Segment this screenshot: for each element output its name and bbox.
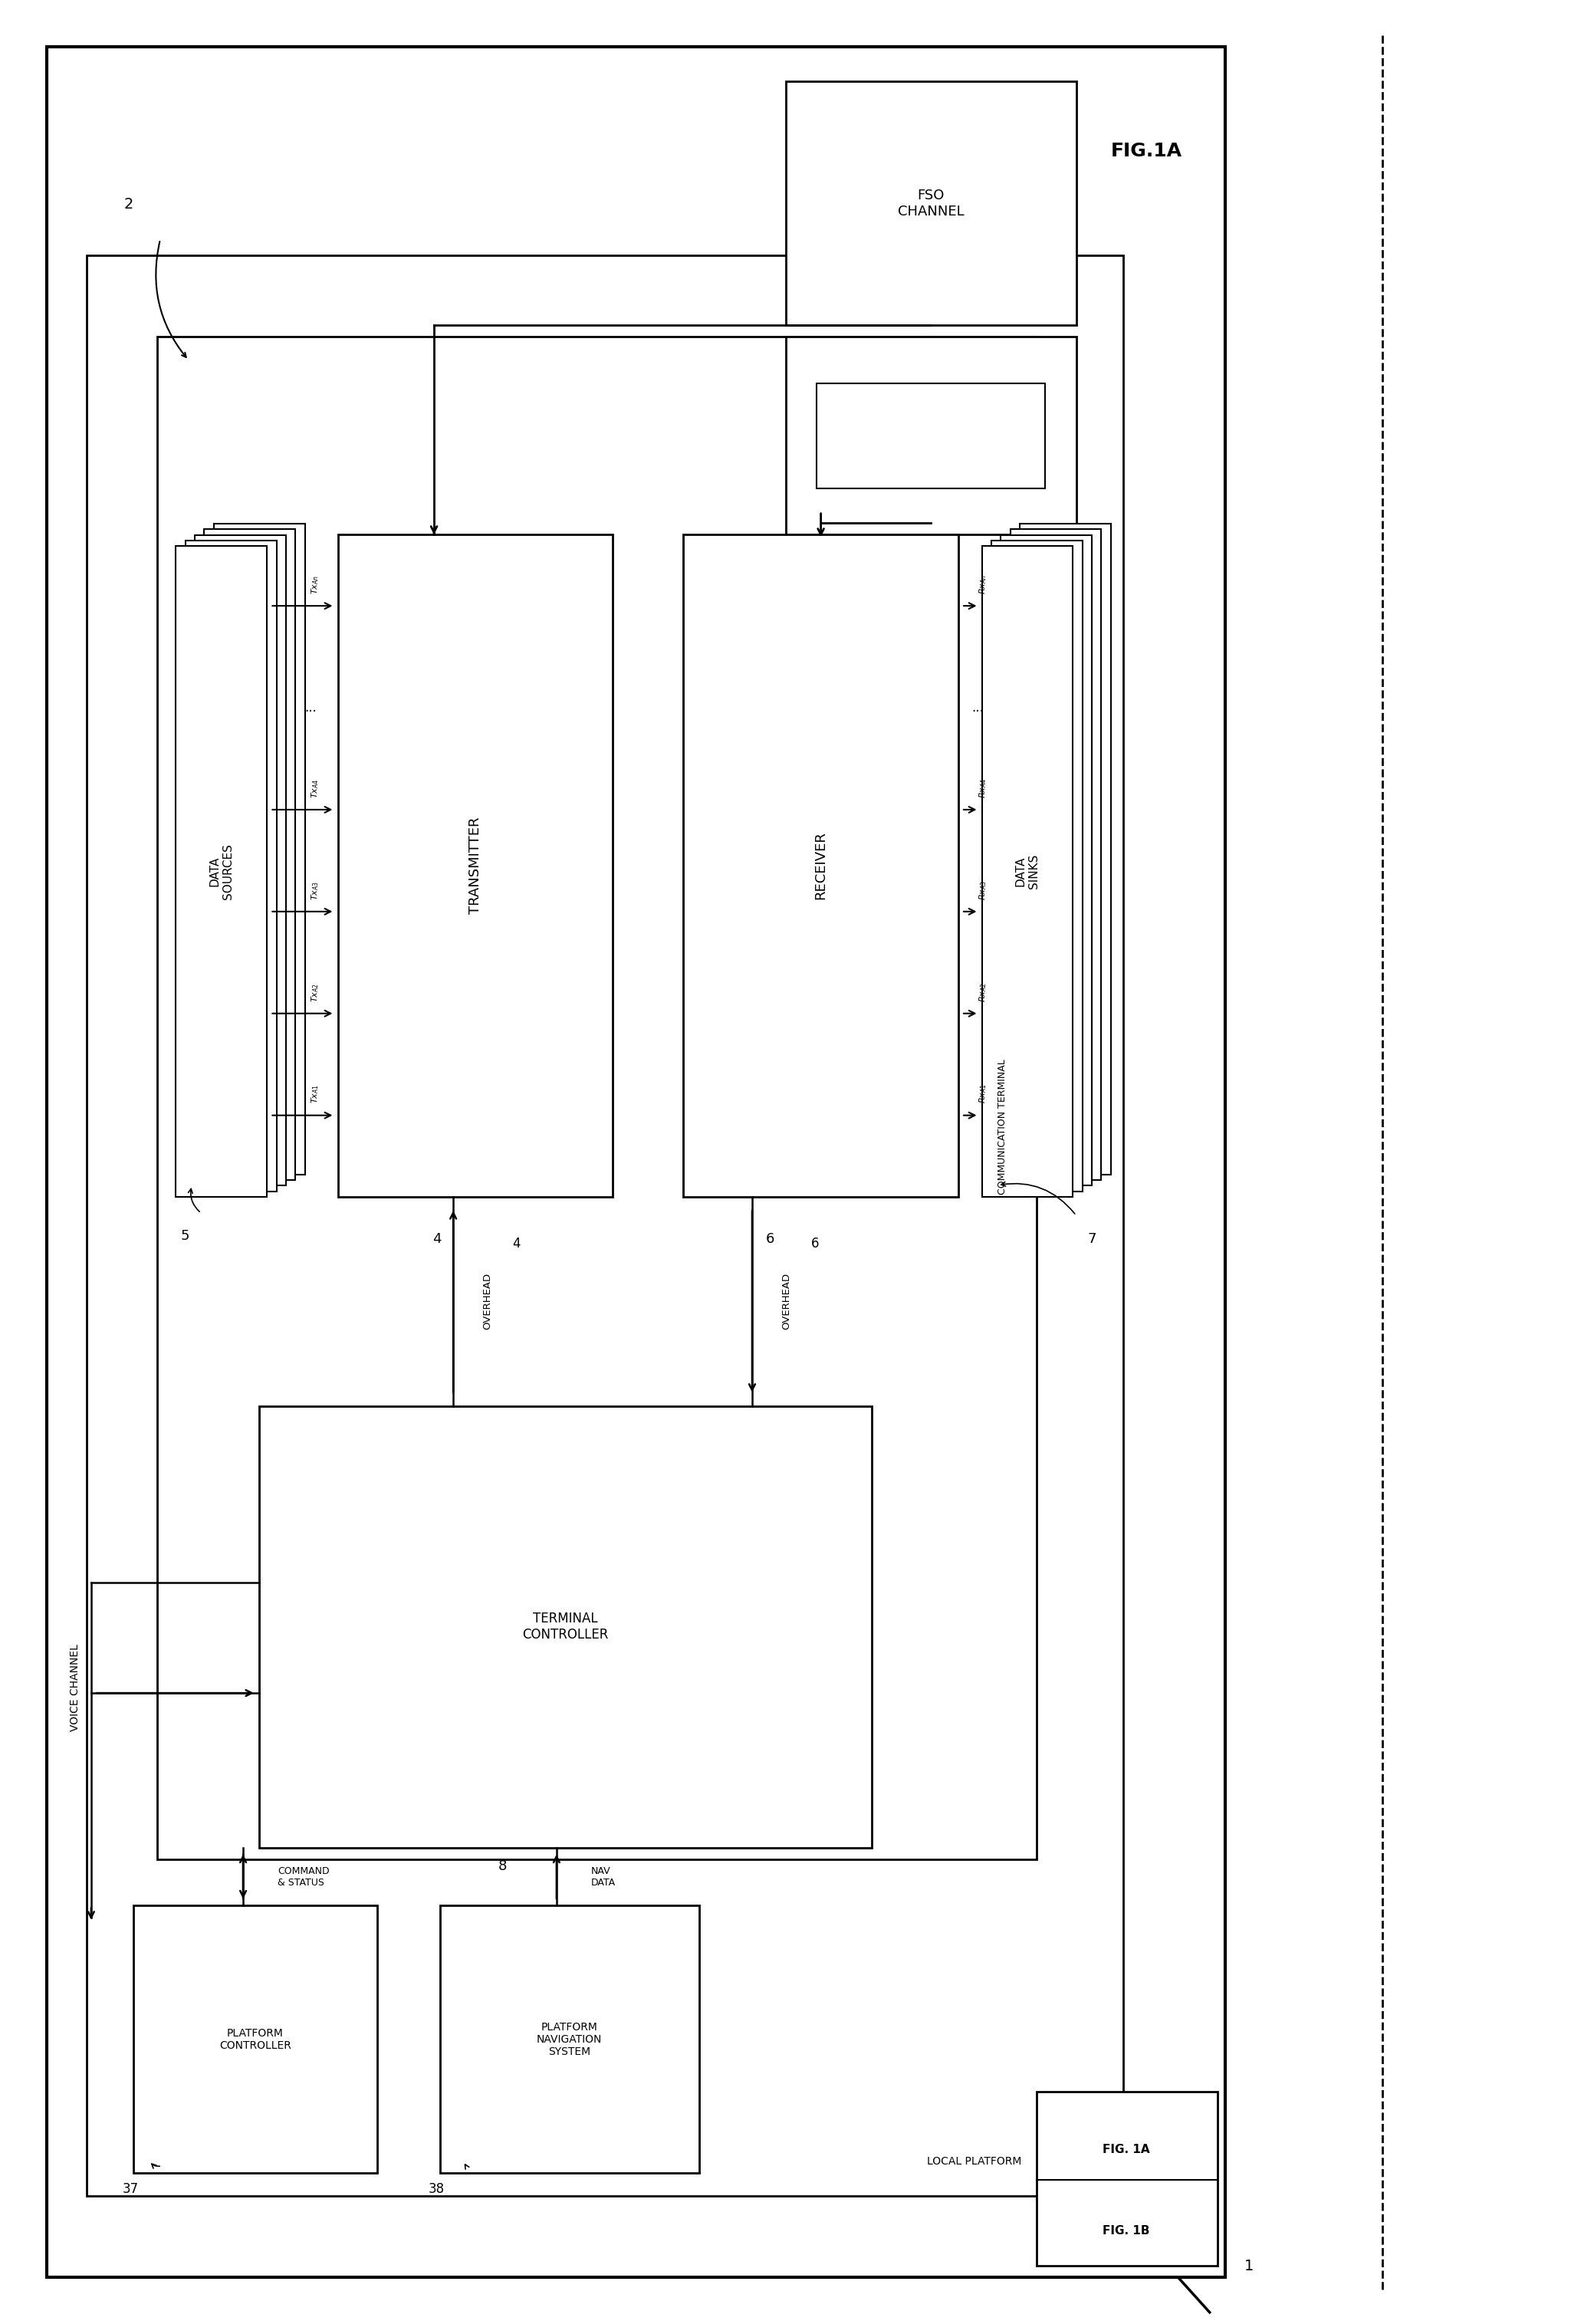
Bar — [440, 1906, 699, 2173]
Text: COMMUNICATION TERMINAL: COMMUNICATION TERMINAL — [998, 1060, 1007, 1195]
Text: FSO
CHANNEL: FSO CHANNEL — [897, 188, 965, 218]
Text: DATA
SOURCES: DATA SOURCES — [209, 844, 234, 899]
Bar — [134, 1906, 377, 2173]
Text: $Tx_{A1}$: $Tx_{A1}$ — [309, 1085, 320, 1104]
Bar — [1010, 530, 1101, 1181]
Text: COMMAND
& STATUS: COMMAND & STATUS — [278, 1866, 330, 1887]
Bar — [157, 337, 1037, 1859]
Bar — [683, 535, 958, 1197]
Text: $Tx_{An}$: $Tx_{An}$ — [309, 574, 320, 595]
Text: $Tx_{A2}$: $Tx_{A2}$ — [309, 983, 320, 1002]
Bar — [991, 541, 1082, 1192]
Text: VOICE CHANNEL: VOICE CHANNEL — [71, 1643, 80, 1731]
Text: RECEIVER: RECEIVER — [814, 832, 828, 899]
Text: $Rx_{A3}$: $Rx_{A3}$ — [977, 881, 988, 899]
Text: ...: ... — [305, 702, 316, 716]
Text: NAV
DATA: NAV DATA — [591, 1866, 616, 1887]
Bar — [185, 541, 276, 1192]
Bar — [817, 383, 1045, 488]
Text: 37: 37 — [123, 2182, 138, 2196]
Text: PLATFORM
NAVIGATION
SYSTEM: PLATFORM NAVIGATION SYSTEM — [537, 2022, 602, 2057]
Text: 5: 5 — [181, 1229, 190, 1243]
Text: TRANSMITTER: TRANSMITTER — [468, 818, 482, 913]
Bar — [204, 530, 295, 1181]
Bar — [214, 523, 305, 1174]
Bar — [786, 81, 1076, 325]
Text: FIG. 1B: FIG. 1B — [1103, 2226, 1150, 2236]
Text: 2: 2 — [124, 198, 134, 211]
Bar — [86, 256, 1123, 2196]
Text: ...: ... — [972, 702, 983, 716]
Bar — [338, 535, 613, 1197]
Text: $Rx_{A2}$: $Rx_{A2}$ — [977, 983, 988, 1002]
Bar — [786, 337, 1076, 535]
Bar — [195, 535, 286, 1185]
Text: $Rx_{A4}$: $Rx_{A4}$ — [977, 779, 988, 797]
Text: 7: 7 — [1087, 1232, 1097, 1246]
Text: 4: 4 — [432, 1232, 441, 1246]
Text: $Tx_{A4}$: $Tx_{A4}$ — [309, 779, 320, 797]
Text: OVERHEAD: OVERHEAD — [782, 1274, 792, 1329]
Text: FIG. 1A: FIG. 1A — [1103, 2145, 1150, 2154]
Text: PLATFORM
CONTROLLER: PLATFORM CONTROLLER — [220, 2029, 291, 2050]
Bar — [982, 546, 1073, 1197]
Text: $Rx_{An}$: $Rx_{An}$ — [977, 574, 988, 595]
Bar — [47, 46, 1225, 2278]
Text: DATA
SINKS: DATA SINKS — [1015, 855, 1040, 888]
Text: FIG.1A: FIG.1A — [1111, 142, 1183, 160]
Text: 4: 4 — [512, 1236, 520, 1250]
Text: 6: 6 — [811, 1236, 818, 1250]
Text: 6: 6 — [765, 1232, 775, 1246]
Bar — [1037, 2092, 1218, 2266]
Text: TERMINAL
CONTROLLER: TERMINAL CONTROLLER — [523, 1613, 608, 1641]
Text: $Tx_{A3}$: $Tx_{A3}$ — [309, 881, 320, 899]
Text: 8: 8 — [498, 1859, 507, 1873]
Text: LOCAL PLATFORM: LOCAL PLATFORM — [927, 2157, 1021, 2166]
Text: OVERHEAD: OVERHEAD — [482, 1274, 493, 1329]
Text: $Rx_{A1}$: $Rx_{A1}$ — [977, 1083, 988, 1104]
Bar — [176, 546, 267, 1197]
Text: 1: 1 — [1244, 2259, 1254, 2273]
Bar — [1020, 523, 1111, 1174]
Text: 38: 38 — [429, 2182, 445, 2196]
Bar — [259, 1406, 872, 1848]
Bar — [1001, 535, 1092, 1185]
